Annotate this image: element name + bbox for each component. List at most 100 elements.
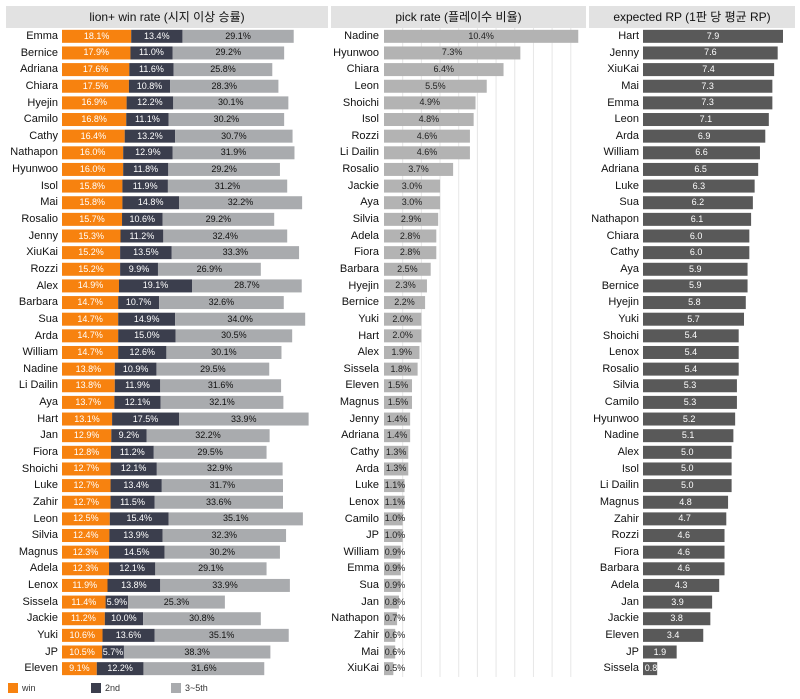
win-rate-bar-3-5th-eleven bbox=[143, 662, 265, 676]
win-rate-data-label-2nd-emma: 13.4% bbox=[144, 30, 170, 41]
expected-rp-category-eleven: Eleven bbox=[605, 629, 639, 642]
pick-rate-panel: pick rate (플레이수 비율) Nadine 10.4% Hyunwoo 7.… bbox=[331, 6, 586, 678]
expected-rp-bar-aya bbox=[643, 262, 748, 276]
win-rate-data-label-2nd-silvia: 13.9% bbox=[123, 530, 149, 541]
pick-rate-bar-cathy bbox=[384, 445, 409, 459]
win-rate-data-label-win-hyejin: 16.9% bbox=[81, 97, 108, 108]
win-rate-data-label-3-5th-arda: 30.5% bbox=[221, 330, 247, 341]
expected-rp-category-jenny: Jenny bbox=[609, 46, 639, 59]
win-rate-bar-2nd-sua bbox=[118, 312, 176, 326]
win-rate-data-label-win-eleven: 9.1% bbox=[69, 663, 90, 674]
pick-rate-bar-sissela bbox=[384, 362, 418, 376]
win-rate-data-label-win-william: 14.7% bbox=[77, 346, 103, 357]
expected-rp-data-label-zahir: 4.7 bbox=[678, 513, 691, 524]
pick-rate-bar-rosalio bbox=[384, 162, 454, 176]
win-rate-bar-2nd-fiora bbox=[110, 445, 154, 459]
win-rate-category-aya: Aya bbox=[39, 396, 58, 409]
win-rate-bar-2nd-xiukai bbox=[120, 246, 172, 260]
win-rate-bar-win-hyejin bbox=[62, 96, 127, 110]
expected-rp-data-label-nadine: 5.1 bbox=[681, 430, 695, 441]
pick-rate-category-barbara: Barbara bbox=[339, 262, 379, 275]
win-rate-bar-3-5th-barbara bbox=[159, 296, 284, 310]
win-rate-data-label-3-5th-sissela: 25.3% bbox=[163, 596, 190, 607]
expected-rp-category-jp: JP bbox=[626, 645, 639, 658]
pick-rate-bar-mai bbox=[384, 645, 396, 659]
pick-rate-bar-barbara bbox=[384, 262, 431, 276]
expected-rp-data-label-hyunwoo: 5.2 bbox=[682, 413, 696, 424]
win-rate-data-label-2nd-cathy: 13.2% bbox=[137, 130, 163, 141]
win-rate-data-label-2nd-jenny: 11.2% bbox=[129, 230, 155, 241]
expected-rp-bar-bernice bbox=[643, 279, 748, 293]
win-rate-bar-2nd-emma bbox=[131, 29, 183, 43]
pick-rate-data-label-jenny: 1.4% bbox=[386, 413, 408, 424]
win-rate-bar-3-5th-arda bbox=[175, 329, 293, 343]
pick-rate-category-jenny: Jenny bbox=[349, 412, 379, 425]
win-rate-category-chiara: Chiara bbox=[25, 79, 58, 92]
win-rate-bar-win-xiukai bbox=[62, 246, 121, 260]
win-rate-bar-3-5th-alex bbox=[192, 279, 302, 293]
win-rate-bar-2nd-william bbox=[118, 345, 167, 359]
win-rate-data-label-2nd-jackie: 10.0% bbox=[111, 613, 137, 624]
expected-rp-category-adriana: Adriana bbox=[601, 163, 639, 176]
win-rate-data-label-2nd-bernice: 11.0% bbox=[139, 47, 164, 58]
win-rate-data-label-3-5th-chiara: 28.3% bbox=[211, 80, 238, 91]
win-rate-data-label-win-chiara: 17.5% bbox=[82, 80, 109, 91]
win-rate-category-mai: Mai bbox=[40, 196, 58, 209]
win-rate-data-label-2nd-hart: 17.5% bbox=[132, 413, 159, 424]
pick-rate-category-rozzi: Rozzi bbox=[351, 129, 379, 142]
expected-rp-bar-silvia bbox=[643, 379, 737, 393]
pick-rate-bar-jenny bbox=[384, 412, 411, 426]
expected-rp-category-zahir: Zahir bbox=[613, 512, 639, 525]
expected-rp-category-lenox: Lenox bbox=[609, 346, 639, 359]
win-rate-data-label-2nd-fiora: 11.2% bbox=[119, 446, 145, 457]
win-rate-category-yuki: Yuki bbox=[37, 629, 58, 642]
expected-rp-bar-xiukai bbox=[643, 63, 775, 77]
expected-rp-data-label-magnus: 4.8 bbox=[679, 496, 692, 507]
expected-rp-bar-cathy bbox=[643, 246, 750, 260]
expected-rp-category-alex: Alex bbox=[617, 446, 639, 458]
win-rate-data-label-3-5th-eleven: 31.6% bbox=[191, 663, 217, 674]
win-rate-bar-3-5th-zahir bbox=[154, 495, 283, 509]
win-rate-category-hyunwoo: Hyunwoo bbox=[12, 163, 58, 176]
win-rate-data-label-2nd-adriana: 11.6% bbox=[139, 64, 164, 75]
win-rate-category-magnus: Magnus bbox=[18, 545, 58, 558]
win-rate-data-label-3-5th-li-dailin: 31.6% bbox=[207, 380, 234, 391]
win-rate-data-label-win-arda: 14.7% bbox=[77, 330, 103, 341]
pick-rate-category-leon: Leon bbox=[354, 79, 379, 92]
pick-rate-data-label-jp: 1.0% bbox=[384, 530, 406, 541]
expected-rp-category-nathapon: Nathapon bbox=[591, 213, 639, 226]
win-rate-bar-win-eleven bbox=[62, 662, 97, 676]
win-rate-category-adriana: Adriana bbox=[20, 63, 58, 76]
expected-rp-category-hart: Hart bbox=[618, 30, 639, 42]
pick-rate-data-label-hyunwoo: 7.3% bbox=[441, 47, 463, 58]
win-rate-data-label-3-5th-hyejin: 30.1% bbox=[218, 97, 244, 108]
win-rate-data-label-3-5th-silvia: 32.3% bbox=[211, 530, 238, 541]
pick-rate-data-label-sissela: 1.8% bbox=[390, 363, 412, 374]
expected-rp-data-label-isol: 5.0 bbox=[681, 463, 694, 474]
pick-rate-category-arda: Arda bbox=[355, 462, 379, 475]
expected-rp-bar-rosalio bbox=[643, 362, 739, 376]
win-rate-bar-win-silvia bbox=[62, 529, 110, 543]
win-rate-data-label-2nd-eleven: 12.2% bbox=[107, 663, 133, 674]
win-rate-bar-win-camilo bbox=[62, 113, 127, 127]
expected-rp-category-william: William bbox=[603, 146, 639, 159]
win-rate-data-label-2nd-luke: 13.4% bbox=[123, 480, 149, 491]
expected-rp-bar-leon bbox=[643, 113, 769, 127]
win-rate-bar-2nd-camilo bbox=[126, 113, 169, 127]
win-rate-data-label-2nd-alex: 19.1% bbox=[142, 280, 169, 291]
win-rate-bar-3-5th-nadine bbox=[156, 362, 270, 376]
expected-rp-bar-isol bbox=[643, 462, 732, 476]
pick-rate-bar-lenox bbox=[384, 495, 405, 509]
win-rate-data-label-2nd-jp: 5.7% bbox=[102, 646, 124, 657]
expected-rp-bar-adriana bbox=[643, 162, 759, 176]
win-rate-data-label-win-adriana: 17.6% bbox=[82, 64, 109, 75]
win-rate-bar-2nd-nathapon bbox=[123, 146, 173, 160]
expected-rp-bar-sua bbox=[643, 196, 753, 210]
expected-rp-bar-luke bbox=[643, 179, 755, 193]
win-rate-bar-win-emma bbox=[62, 29, 132, 43]
pick-rate-category-hart: Hart bbox=[358, 329, 379, 342]
win-rate-category-xiukai: XiuKai bbox=[26, 246, 58, 259]
win-rate-bar-3-5th-camilo bbox=[168, 113, 285, 127]
win-rate-category-nathapon: Nathapon bbox=[10, 146, 58, 159]
win-rate-bar-2nd-leon bbox=[109, 512, 169, 526]
